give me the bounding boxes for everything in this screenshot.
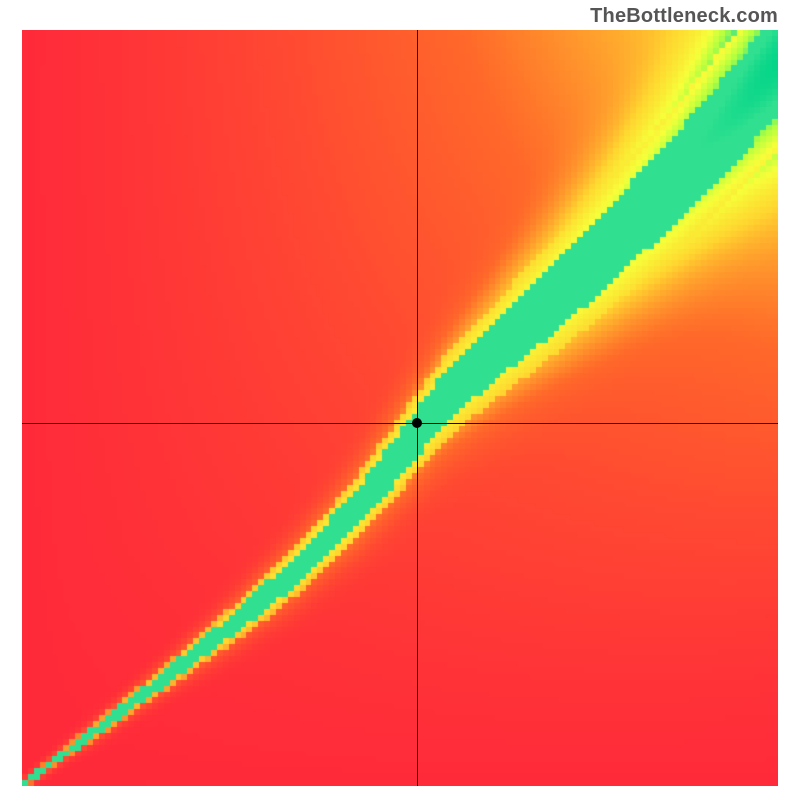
heatmap-canvas: [22, 30, 778, 786]
bottleneck-heatmap: [22, 30, 778, 786]
watermark-text: TheBottleneck.com: [590, 5, 778, 28]
marker-dot: [412, 418, 422, 428]
crosshair-vertical: [417, 30, 418, 786]
crosshair-horizontal: [22, 423, 778, 424]
